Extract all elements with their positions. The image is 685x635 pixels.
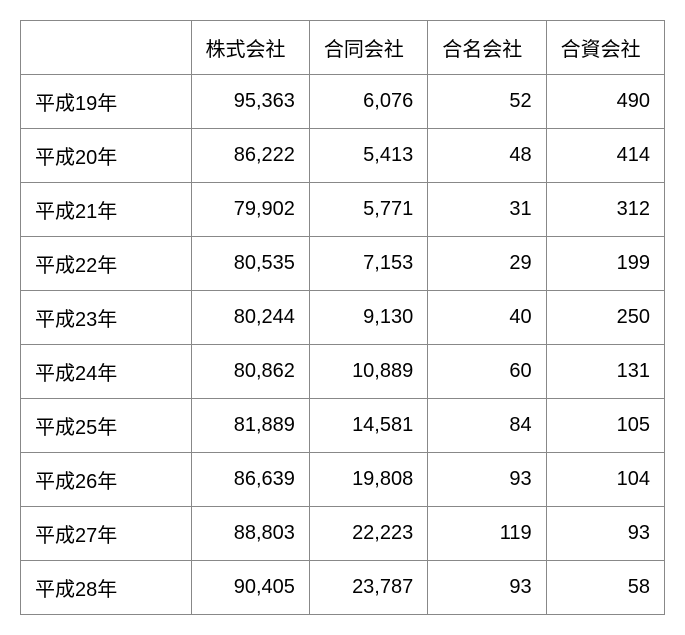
table-cell: 81,889: [191, 399, 309, 453]
table-cell: 52: [428, 75, 546, 129]
table-cell: 29: [428, 237, 546, 291]
table-cell: 95,363: [191, 75, 309, 129]
row-header: 平成23年: [21, 291, 192, 345]
table-corner-cell: [21, 21, 192, 75]
table-cell: 9,130: [309, 291, 427, 345]
table-cell: 22,223: [309, 507, 427, 561]
table-row: 平成24年 80,862 10,889 60 131: [21, 345, 665, 399]
table-row: 平成26年 86,639 19,808 93 104: [21, 453, 665, 507]
table-cell: 93: [428, 561, 546, 615]
table-cell: 7,153: [309, 237, 427, 291]
table-cell: 86,222: [191, 129, 309, 183]
table-cell: 40: [428, 291, 546, 345]
table-cell: 131: [546, 345, 664, 399]
table-cell: 250: [546, 291, 664, 345]
row-header: 平成25年: [21, 399, 192, 453]
table-cell: 93: [546, 507, 664, 561]
company-type-table: 株式会社 合同会社 合名会社 合資会社 平成19年 95,363 6,076 5…: [20, 20, 665, 615]
table-cell: 199: [546, 237, 664, 291]
table-cell: 312: [546, 183, 664, 237]
row-header: 平成19年: [21, 75, 192, 129]
table-cell: 80,535: [191, 237, 309, 291]
table-cell: 86,639: [191, 453, 309, 507]
table-cell: 23,787: [309, 561, 427, 615]
table-cell: 88,803: [191, 507, 309, 561]
table-cell: 490: [546, 75, 664, 129]
table-cell: 80,244: [191, 291, 309, 345]
table-cell: 5,413: [309, 129, 427, 183]
table-cell: 79,902: [191, 183, 309, 237]
table-body: 平成19年 95,363 6,076 52 490 平成20年 86,222 5…: [21, 75, 665, 615]
table-cell: 90,405: [191, 561, 309, 615]
row-header: 平成27年: [21, 507, 192, 561]
row-header: 平成21年: [21, 183, 192, 237]
table-row: 平成23年 80,244 9,130 40 250: [21, 291, 665, 345]
row-header: 平成26年: [21, 453, 192, 507]
table-cell: 14,581: [309, 399, 427, 453]
table-cell: 105: [546, 399, 664, 453]
col-header: 合名会社: [428, 21, 546, 75]
table-row: 平成20年 86,222 5,413 48 414: [21, 129, 665, 183]
table-row: 平成19年 95,363 6,076 52 490: [21, 75, 665, 129]
table-row: 平成21年 79,902 5,771 31 312: [21, 183, 665, 237]
col-header: 合同会社: [309, 21, 427, 75]
table-cell: 119: [428, 507, 546, 561]
table-cell: 60: [428, 345, 546, 399]
table-cell: 48: [428, 129, 546, 183]
table-cell: 58: [546, 561, 664, 615]
row-header: 平成28年: [21, 561, 192, 615]
table-cell: 10,889: [309, 345, 427, 399]
table-row: 平成27年 88,803 22,223 119 93: [21, 507, 665, 561]
table-cell: 414: [546, 129, 664, 183]
table-row: 平成28年 90,405 23,787 93 58: [21, 561, 665, 615]
row-header: 平成24年: [21, 345, 192, 399]
table-cell: 104: [546, 453, 664, 507]
col-header: 合資会社: [546, 21, 664, 75]
table-row: 平成25年 81,889 14,581 84 105: [21, 399, 665, 453]
row-header: 平成22年: [21, 237, 192, 291]
row-header: 平成20年: [21, 129, 192, 183]
table-cell: 5,771: [309, 183, 427, 237]
table-cell: 6,076: [309, 75, 427, 129]
table-cell: 19,808: [309, 453, 427, 507]
table-cell: 80,862: [191, 345, 309, 399]
table-header-row: 株式会社 合同会社 合名会社 合資会社: [21, 21, 665, 75]
table-cell: 84: [428, 399, 546, 453]
table-cell: 93: [428, 453, 546, 507]
col-header: 株式会社: [191, 21, 309, 75]
table-row: 平成22年 80,535 7,153 29 199: [21, 237, 665, 291]
table-cell: 31: [428, 183, 546, 237]
